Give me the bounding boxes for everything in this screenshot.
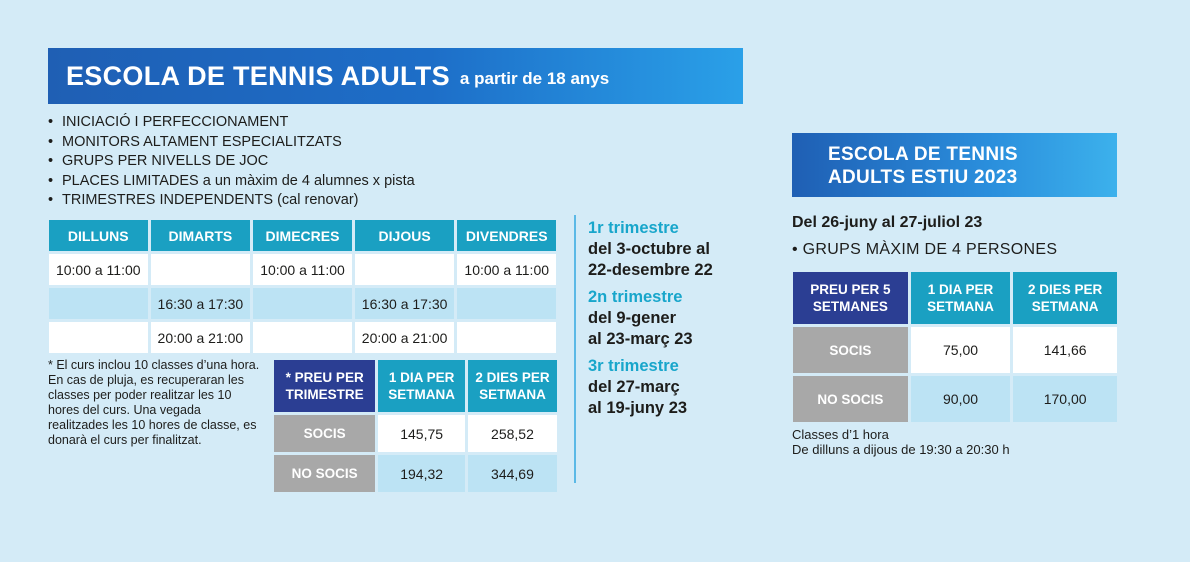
price-cell: 344,69	[467, 455, 557, 492]
table-row: 20:00 a 21:00 20:00 a 21:00	[49, 322, 556, 353]
trimester-item: 2n trimestre del 9-gener al 23-març 23	[588, 287, 713, 350]
list-item: • MONITORS ALTAMENT ESPECIALITZATS	[48, 133, 342, 150]
trimester-title: 3r trimestre	[588, 357, 679, 375]
price-cell: 194,32	[378, 455, 465, 492]
price-cell: 90,00	[910, 376, 1011, 422]
time-cell: 10:00 a 11:00	[457, 254, 556, 285]
trimester-title: 2n trimestre	[588, 288, 683, 306]
table-row: 10:00 a 11:00 10:00 a 11:00 10:00 a 11:0…	[49, 254, 556, 285]
trimester-item: 3r trimestre del 27-març al 19-juny 23	[588, 356, 713, 419]
summer-title-line2: ADULTS ESTIU 2023	[828, 167, 1018, 188]
price-cell: 141,66	[1013, 327, 1117, 373]
summer-groups: • GRUPS MÀXIM DE 4 PERSONES	[792, 241, 1058, 258]
trimester-item: 1r trimestre del 3-octubre al 22-desembr…	[588, 218, 713, 281]
row-label: NO SOCIS	[274, 455, 376, 492]
day-header: DIMECRES	[253, 220, 352, 251]
table-header-row: * PREU PER TRIMESTRE 1 DIA PER SETMANA 2…	[274, 360, 557, 412]
row-label: SOCIS	[793, 327, 908, 373]
summer-footer-line2: De dilluns a dijous de 19:30 a 20:30 h	[792, 442, 1010, 457]
row-label: NO SOCIS	[793, 376, 908, 422]
table-row: NO SOCIS 90,00 170,00	[793, 376, 1117, 422]
main-title: ESCOLA DE TENNIS ADULTS	[66, 60, 450, 91]
features-list: • INICIACIÓ I PERFECCIONAMENT • MONITORS A…	[48, 113, 415, 211]
row-label: SOCIS	[274, 415, 376, 452]
time-cell: 10:00 a 11:00	[49, 254, 148, 285]
trimester-dates: del 3-octubre al	[588, 240, 710, 258]
table-header-row: PREU PER 5 SETMANES 1 DIA PER SETMANA 2 …	[793, 272, 1117, 324]
summer-footer-line1: Classes d’1 hora	[792, 427, 889, 442]
summer-price-table: PREU PER 5 SETMANES 1 DIA PER SETMANA 2 …	[790, 269, 1120, 425]
trimester-dates: 22-desembre 22	[588, 261, 713, 279]
summer-dates: Del 26-juny al 27-juliol 23	[792, 214, 983, 231]
time-cell	[150, 254, 251, 285]
list-item: • PLACES LIMITADES a un màxim de 4 alumne…	[48, 172, 415, 189]
price-header: 2 DIES PER SETMANA	[467, 360, 557, 412]
trimester-list: 1r trimestre del 3-octubre al 22-desembr…	[588, 218, 713, 425]
price-header: 2 DIES PER SETMANA	[1013, 272, 1117, 324]
main-title-banner: ESCOLA DE TENNIS ADULTS a partir de 18 a…	[48, 48, 743, 104]
table-row: 16:30 a 17:30 16:30 a 17:30	[49, 288, 556, 319]
time-cell	[253, 322, 352, 353]
price-header: 1 DIA PER SETMANA	[910, 272, 1011, 324]
price-header: 1 DIA PER SETMANA	[378, 360, 465, 412]
list-item: • INICIACIÓ I PERFECCIONAMENT	[48, 114, 289, 130]
summer-title-banner: ESCOLA DE TENNIS ADULTS ESTIU 2023	[792, 133, 1117, 197]
list-item: • TRIMESTRES INDEPENDENTS (cal renovar)	[48, 192, 359, 208]
price-cell: 170,00	[1013, 376, 1117, 422]
trimester-dates: al 19-juny 23	[588, 399, 688, 417]
price-cell: 145,75	[378, 415, 465, 452]
price-cell: 258,52	[467, 415, 557, 452]
time-cell: 16:30 a 17:30	[354, 288, 455, 319]
time-cell	[354, 254, 455, 285]
table-row: SOCIS 145,75 258,52	[274, 415, 557, 452]
main-subtitle: a partir de 18 anys	[459, 68, 610, 88]
trimester-dates: del 9-gener	[588, 309, 677, 327]
price-header: * PREU PER TRIMESTRE	[274, 360, 376, 412]
time-cell	[457, 288, 556, 319]
list-item: • GRUPS PER NIVELLS DE JOC	[48, 153, 269, 169]
price-cell: 75,00	[910, 327, 1011, 373]
day-header: DIMARTS	[150, 220, 251, 251]
time-cell: 16:30 a 17:30	[150, 288, 251, 319]
time-cell	[253, 288, 352, 319]
trimester-title: 1r trimestre	[588, 219, 679, 237]
time-cell: 20:00 a 21:00	[354, 322, 455, 353]
course-note: * El curs inclou 10 classes d’una hora. …	[48, 358, 260, 447]
day-header: DILLUNS	[49, 220, 148, 251]
price-header: PREU PER 5 SETMANES	[793, 272, 908, 324]
summer-title-line1: ESCOLA DE TENNIS	[828, 144, 1018, 165]
time-cell	[49, 288, 148, 319]
table-row: NO SOCIS 194,32 344,69	[274, 455, 557, 492]
trimester-dates: del 27-març	[588, 378, 680, 396]
schedule-table: DILLUNS DIMARTS DIMECRES DIJOUS DIVENDRE…	[46, 217, 559, 356]
time-cell	[49, 322, 148, 353]
table-header-row: DILLUNS DIMARTS DIMECRES DIJOUS DIVENDRE…	[49, 220, 556, 251]
trimester-price-table: * PREU PER TRIMESTRE 1 DIA PER SETMANA 2…	[271, 357, 560, 495]
day-header: DIJOUS	[354, 220, 455, 251]
divider	[574, 215, 576, 483]
table-row: SOCIS 75,00 141,66	[793, 327, 1117, 373]
time-cell: 20:00 a 21:00	[150, 322, 251, 353]
trimester-dates: al 23-març 23	[588, 330, 693, 348]
summer-footer: Classes d’1 hora De dilluns a dijous de …	[792, 427, 1010, 457]
day-header: DIVENDRES	[457, 220, 556, 251]
time-cell	[457, 322, 556, 353]
time-cell: 10:00 a 11:00	[253, 254, 352, 285]
